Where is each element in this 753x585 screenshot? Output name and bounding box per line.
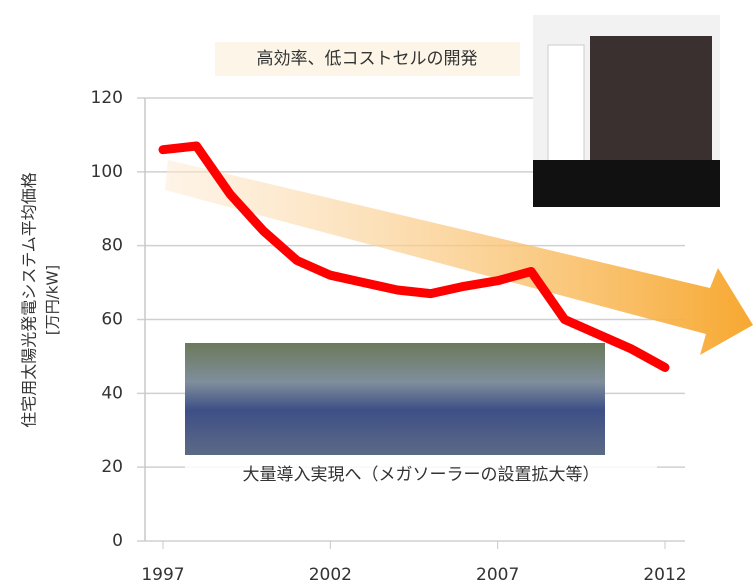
x-tick-label: 1997 [141,565,184,585]
y-tick-label: 120 [91,88,123,108]
y-tick-label: 0 [112,531,123,551]
y-tick-label: 60 [101,310,123,330]
x-tick-label: 2002 [309,565,352,585]
y-axis-label: 住宅用太陽光発電システム平均価格 [20,172,39,428]
mega-solar-photo [185,343,605,455]
y-tick-label: 20 [101,457,123,477]
annotation-box [215,42,520,76]
x-tick-label: 2007 [476,565,519,585]
trend-arrow [165,160,753,355]
y-axis-unit: [万円/kW] [44,265,62,335]
y-tick-label: 100 [91,162,123,182]
y-tick-label: 40 [101,383,123,403]
price-line [158,141,670,372]
person [547,44,585,178]
annotation: 大量導入実現へ（メガソーラーの設置拡大等） [243,465,600,485]
annotation: 高効率、低コストセルの開発 [257,49,478,69]
y-tick-label: 80 [101,236,123,256]
floor [533,160,720,207]
x-tick-label: 2012 [643,565,686,585]
annotation-box [185,458,657,492]
